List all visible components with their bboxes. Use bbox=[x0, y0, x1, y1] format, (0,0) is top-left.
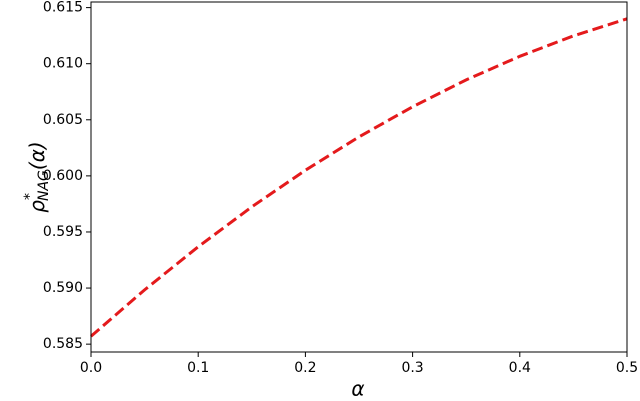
y-tick-label: 0.605 bbox=[43, 112, 83, 128]
plot-frame bbox=[90, 1, 628, 353]
y-tick-label: 0.610 bbox=[43, 56, 83, 72]
y-tick-label: 0.590 bbox=[43, 280, 83, 296]
y-label-arg: (α) bbox=[25, 141, 49, 170]
x-tick-label: 0.1 bbox=[187, 360, 209, 376]
x-axis-label: α bbox=[351, 377, 364, 401]
x-tick-label: 0.2 bbox=[294, 360, 316, 376]
y-label-sup: * bbox=[22, 193, 38, 200]
data-line bbox=[90, 17, 628, 338]
x-tick-label: 0.0 bbox=[80, 360, 102, 376]
y-tick-label: 0.585 bbox=[43, 336, 83, 352]
y-tick-label: 0.600 bbox=[43, 168, 83, 184]
y-tick-label: 0.615 bbox=[43, 0, 83, 16]
y-axis-label: ρ*NAG(α) bbox=[22, 141, 52, 212]
x-tick-label: 0.3 bbox=[401, 360, 423, 376]
x-tick-label: 0.4 bbox=[509, 360, 531, 376]
y-label-sub: NAG bbox=[36, 170, 52, 201]
y-label-symbol: ρ bbox=[25, 200, 49, 213]
x-tick-label: 0.5 bbox=[616, 360, 638, 376]
y-tick-label: 0.595 bbox=[43, 224, 83, 240]
